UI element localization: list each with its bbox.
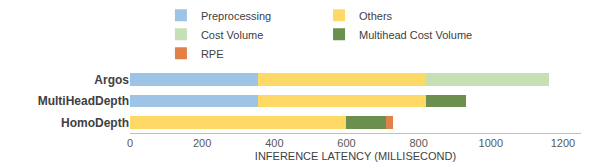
svg-text:Others: Others [359, 10, 393, 22]
svg-text:MultiHeadDepth: MultiHeadDepth [38, 94, 129, 108]
svg-text:Cost Volume: Cost Volume [201, 29, 263, 41]
svg-text:0: 0 [127, 137, 133, 149]
svg-text:800: 800 [409, 137, 427, 149]
svg-text:RPE: RPE [201, 48, 224, 60]
svg-text:INFERENCE LATENCY (MILLISECOND: INFERENCE LATENCY (MILLISECOND) [255, 150, 456, 162]
svg-text:400: 400 [265, 137, 283, 149]
svg-text:HomoDepth: HomoDepth [61, 116, 129, 130]
svg-text:Multihead Cost Volume: Multihead Cost Volume [359, 29, 472, 41]
svg-text:1000: 1000 [479, 137, 503, 149]
svg-text:Preprocessing: Preprocessing [201, 10, 271, 22]
svg-text:600: 600 [337, 137, 355, 149]
svg-text:Argos: Argos [94, 73, 129, 87]
svg-text:1200: 1200 [551, 137, 575, 149]
svg-text:200: 200 [193, 137, 211, 149]
